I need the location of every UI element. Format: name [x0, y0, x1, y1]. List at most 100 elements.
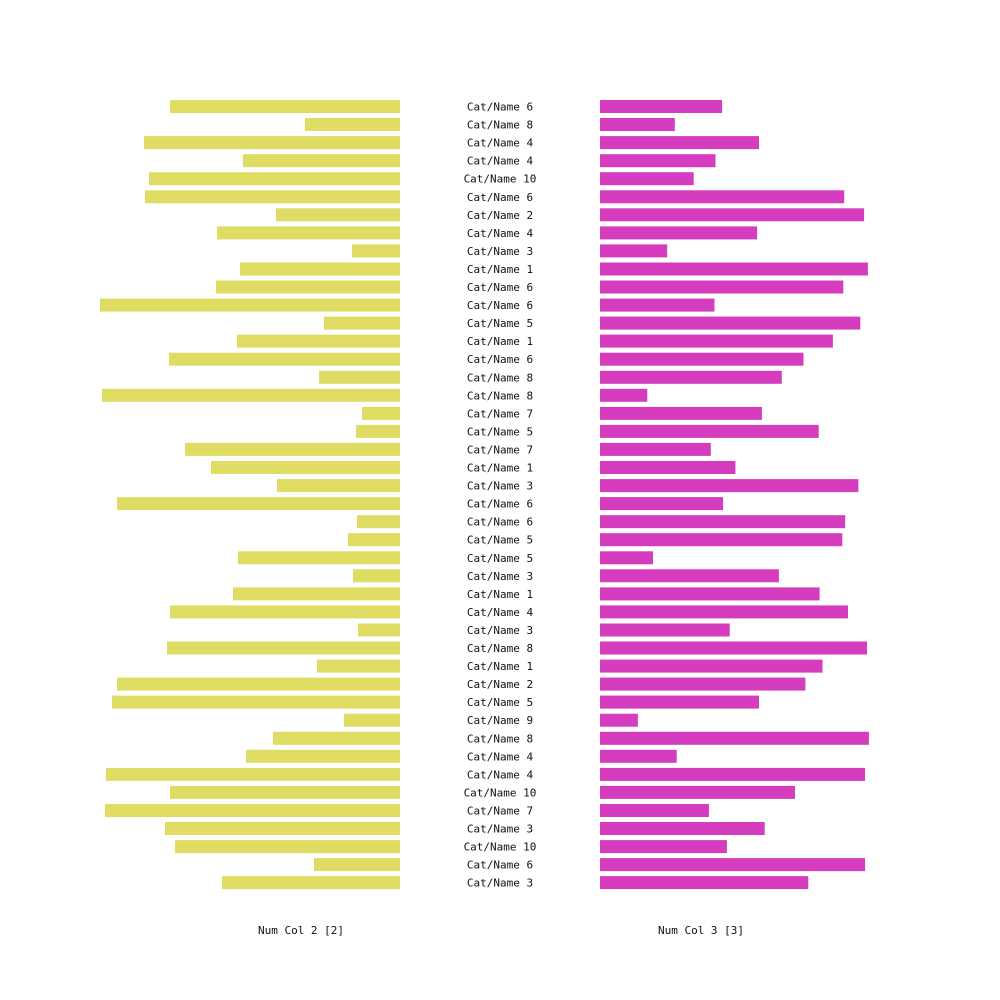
- category-label: Cat/Name 6: [467, 191, 533, 204]
- category-label: Cat/Name 5: [467, 696, 533, 709]
- category-label: Cat/Name 7: [467, 443, 533, 456]
- right-bar: [600, 190, 845, 204]
- left-bar: [169, 352, 400, 366]
- right-bar: [600, 100, 723, 113]
- left-bar: [149, 172, 400, 186]
- category-label: Cat/Name 5: [467, 552, 533, 565]
- category-label: Cat/Name 3: [467, 245, 533, 258]
- left-bar: [117, 497, 400, 511]
- left-bar: [348, 533, 400, 547]
- right-bar: [600, 749, 677, 763]
- left-bar: [243, 154, 400, 168]
- right-bar: [600, 858, 866, 872]
- right-bar: [600, 461, 736, 474]
- category-label: Cat/Name 4: [467, 606, 534, 619]
- left-bar: [185, 442, 400, 456]
- category-label: Cat/Name 1: [467, 263, 533, 276]
- category-label: Cat/Name 5: [467, 425, 533, 438]
- category-label: Cat/Name 1: [467, 462, 533, 475]
- left-bar: [105, 804, 400, 817]
- right-bar: [600, 659, 823, 673]
- category-label: Cat/Name 4: [467, 750, 534, 763]
- category-labels: Cat/Name 6 Cat/Name 8 Cat/Name 4 Cat/Name 4…: [464, 101, 537, 890]
- left-bar: [117, 677, 400, 691]
- left-bar: [106, 767, 400, 781]
- left-bar: [277, 479, 400, 493]
- right-bar: [600, 442, 711, 456]
- category-label: Cat/Name 10: [464, 786, 537, 799]
- category-label: Cat/Name 1: [467, 588, 533, 601]
- right-bar: [600, 172, 694, 186]
- category-label: Cat/Name 6: [467, 281, 533, 294]
- right-bar: [600, 280, 844, 294]
- category-label: Cat/Name 6: [467, 353, 533, 366]
- left-bar: [240, 262, 400, 276]
- category-label: Cat/Name 3: [467, 877, 533, 890]
- category-label: Cat/Name 2: [467, 678, 533, 691]
- right-bar: [600, 623, 730, 637]
- left-bar: [362, 406, 400, 420]
- right-bar: [600, 226, 758, 240]
- right-bar: [600, 334, 833, 348]
- category-label: Cat/Name 3: [467, 823, 533, 836]
- left-bar: [112, 695, 400, 709]
- left-bar: [273, 731, 400, 745]
- category-label: Cat/Name 10: [464, 173, 537, 186]
- right-bar: [600, 316, 861, 330]
- right-bar: [600, 515, 846, 529]
- right-bar: [600, 822, 765, 835]
- right-bar: [600, 731, 869, 745]
- category-label: Cat/Name 4: [467, 768, 534, 781]
- category-label: Cat/Name 7: [467, 805, 533, 818]
- right-bar: [600, 804, 709, 817]
- left-bar: [170, 605, 400, 619]
- right-bar: [600, 677, 806, 691]
- left-bar: [222, 876, 400, 890]
- right-bar: [600, 695, 759, 709]
- right-series-bars: [600, 100, 869, 890]
- left-bar: [145, 190, 400, 204]
- right-bar: [600, 641, 867, 655]
- left-bar: [353, 569, 400, 583]
- category-label: Cat/Name 1: [467, 335, 533, 348]
- category-label: Cat/Name 8: [467, 389, 533, 402]
- right-bar: [600, 533, 843, 547]
- category-label: Cat/Name 4: [467, 137, 534, 150]
- left-series-bars: [100, 100, 400, 890]
- right-bar: [600, 262, 868, 276]
- left-bar: [276, 208, 400, 222]
- category-label: Cat/Name 8: [467, 371, 533, 384]
- right-bar: [600, 298, 715, 312]
- category-label: Cat/Name 1: [467, 660, 533, 673]
- right-bar: [600, 587, 820, 601]
- category-label: Cat/Name 10: [464, 841, 537, 854]
- category-label: Cat/Name 5: [467, 317, 533, 330]
- left-bar: [175, 840, 400, 854]
- right-bar: [600, 479, 859, 493]
- right-bar: [600, 406, 762, 420]
- category-label: Cat/Name 7: [467, 407, 533, 420]
- category-label: Cat/Name 3: [467, 624, 533, 637]
- left-axis-label: Num Col 2 [2]: [258, 924, 344, 937]
- right-bar: [600, 424, 819, 438]
- left-bar: [102, 388, 400, 402]
- right-bar: [600, 840, 727, 854]
- category-label: Cat/Name 2: [467, 209, 533, 222]
- right-bar: [600, 569, 779, 583]
- category-label: Cat/Name 6: [467, 299, 533, 312]
- category-label: Cat/Name 6: [467, 516, 533, 529]
- right-bar: [600, 785, 795, 799]
- left-bar: [358, 623, 400, 637]
- left-bar: [165, 822, 400, 835]
- left-bar: [211, 461, 400, 474]
- left-bar: [170, 785, 400, 799]
- category-label: Cat/Name 4: [467, 155, 534, 168]
- left-bar: [324, 316, 400, 330]
- right-bar: [600, 767, 866, 781]
- right-bar: [600, 154, 716, 168]
- right-bar: [600, 244, 668, 258]
- right-bar: [600, 118, 675, 131]
- left-bar: [356, 424, 400, 438]
- category-label: Cat/Name 4: [467, 227, 534, 240]
